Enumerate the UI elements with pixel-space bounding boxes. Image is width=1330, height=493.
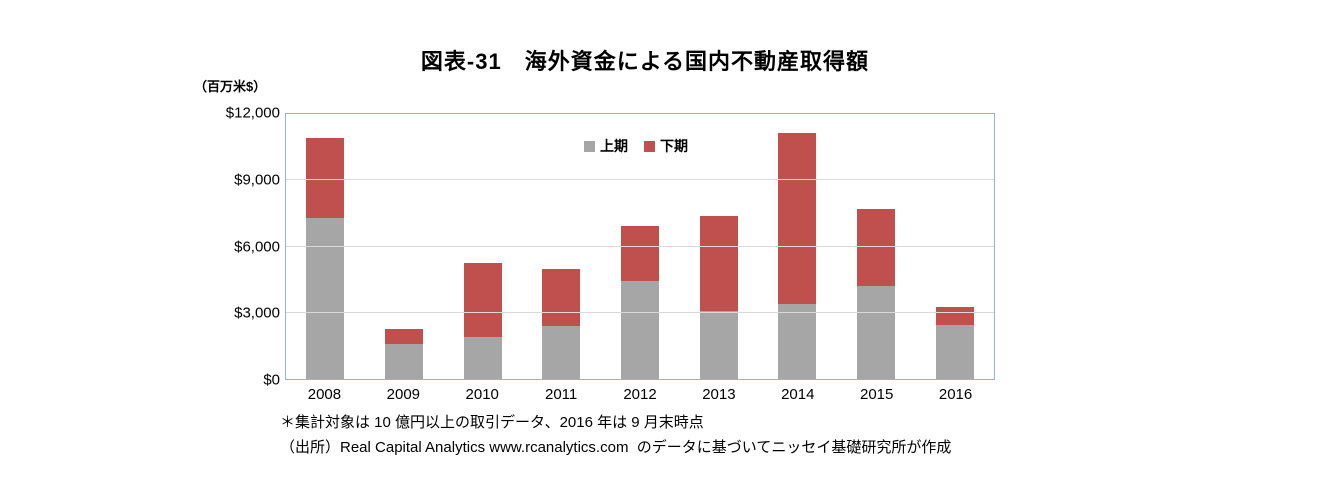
bar-segment-first-half — [621, 280, 660, 379]
bar-segment-second-half — [621, 225, 660, 281]
bar-slot-2008 — [286, 114, 365, 379]
stacked-bar-2008 — [306, 138, 345, 379]
legend-item-上期: 上期 — [584, 136, 628, 156]
bar-slot-2010 — [443, 114, 522, 379]
stacked-bar-2014 — [778, 132, 817, 379]
legend-swatch — [584, 140, 595, 152]
bar-slot-2009 — [365, 114, 444, 379]
stacked-bar-2016 — [935, 307, 974, 379]
bar-segment-first-half — [463, 337, 502, 379]
x-tick-label-2014: 2014 — [781, 386, 815, 403]
bars-container — [286, 114, 994, 379]
bar-segment-first-half — [306, 217, 345, 379]
x-tick-label-2016: 2016 — [938, 386, 973, 403]
stacked-bar-2010 — [463, 263, 502, 379]
gridline — [286, 245, 994, 247]
bar-segment-second-half — [778, 132, 817, 304]
y-axis-unit-label: （百万米$） — [194, 79, 267, 94]
bar-slot-2015 — [837, 114, 916, 379]
bar-slot-2016 — [915, 114, 994, 379]
bar-segment-first-half — [935, 324, 974, 379]
x-tick-label-2008: 2008 — [307, 386, 342, 403]
bar-slot-2013 — [679, 114, 758, 379]
x-tick-label-2009: 2009 — [386, 386, 421, 403]
chart-legend: 上期 下期 — [584, 136, 688, 156]
bar-segment-second-half — [699, 215, 738, 311]
x-axis: 2008 2009 2010 2011 2012 2013 2014 2015 2016 — [285, 386, 995, 403]
legend-label: 下期 — [660, 138, 688, 154]
gridline — [286, 311, 994, 313]
y-tick-label: $3,000 — [234, 304, 280, 322]
footnote-source: （出所）Real Capital Analytics www.rcanalyti… — [280, 439, 952, 456]
bar-segment-second-half — [463, 263, 502, 338]
legend-item-下期: 下期 — [644, 136, 688, 156]
bar-segment-first-half — [778, 303, 817, 379]
bar-segment-second-half — [935, 307, 974, 325]
legend-swatch — [644, 140, 655, 152]
footnote-note: ＊集計対象は 10 億円以上の取引データ、2016 年は 9 月末時点 — [280, 414, 704, 431]
chart-title: 図表-31 海外資金による国内不動産取得額 — [420, 49, 870, 74]
y-tick-label: $0 — [263, 371, 280, 389]
bar-segment-first-half — [542, 326, 581, 379]
bar-slot-2014 — [758, 114, 837, 379]
bar-segment-second-half — [857, 208, 896, 287]
x-tick-label-2012: 2012 — [623, 386, 657, 403]
y-tick-label: $6,000 — [234, 238, 280, 255]
x-tick-label-2010: 2010 — [465, 386, 499, 403]
stacked-bar-2015 — [857, 208, 896, 379]
bar-segment-first-half — [857, 286, 896, 379]
stacked-bar-2011 — [542, 268, 581, 379]
stacked-bar-2012 — [621, 225, 660, 379]
bar-segment-second-half — [542, 268, 581, 326]
x-tick-label-2013: 2013 — [702, 386, 736, 403]
y-axis: $0 $3,000 $6,000 $9,000 $12,000 — [150, 106, 280, 388]
y-tick-label: $9,000 — [234, 171, 280, 189]
gridline — [286, 179, 994, 181]
y-tick-label: $12,000 — [225, 104, 280, 122]
plot-area: 上期 下期 — [285, 113, 995, 380]
bar-slot-2011 — [522, 114, 601, 379]
bar-segment-first-half — [699, 310, 738, 379]
bar-slot-2012 — [601, 114, 680, 379]
x-tick-label-2015: 2015 — [859, 386, 894, 403]
bar-segment-first-half — [385, 343, 423, 379]
bar-segment-second-half — [306, 138, 345, 218]
stacked-bar-2009 — [385, 329, 423, 379]
x-tick-label-2011: 2011 — [544, 386, 578, 403]
stacked-bar-2013 — [699, 215, 738, 379]
legend-label: 上期 — [600, 138, 628, 154]
bar-segment-second-half — [385, 329, 423, 344]
